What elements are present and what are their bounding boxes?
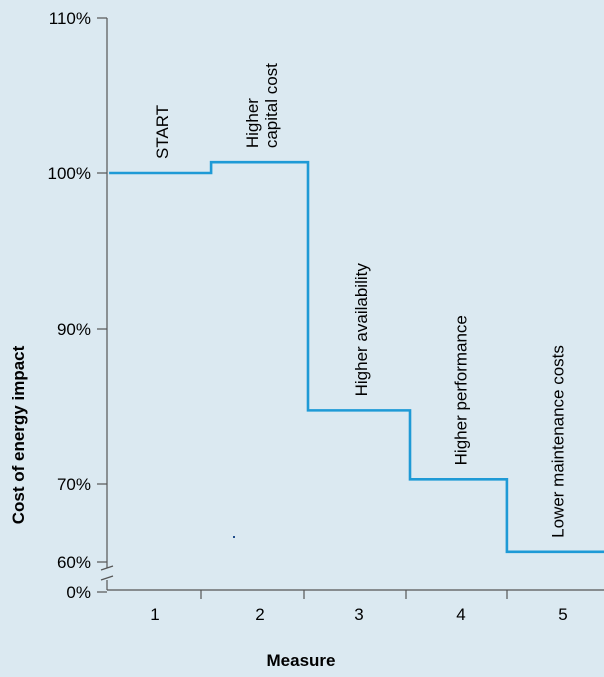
stray-dot: [233, 536, 235, 538]
step-label: Higher availability: [352, 263, 371, 397]
step-label: Higher performance: [451, 315, 470, 465]
x-tick-label: 3: [354, 605, 363, 624]
step-label-line: Lower maintenance costs: [548, 345, 567, 538]
step-label: Higher capital cost: [243, 63, 281, 148]
y-tick-label: 100%: [48, 164, 91, 183]
step-series: [109, 160, 604, 554]
y-tick-label: 70%: [57, 475, 91, 494]
x-tick-label: 4: [456, 605, 465, 624]
x-tick-label: 1: [150, 605, 159, 624]
y-tick-label: 60%: [57, 553, 91, 572]
step-labels: START Higher capital cost Higher availabili…: [153, 63, 567, 538]
x-tick-label: 5: [558, 605, 567, 624]
step-label-line: capital cost: [262, 63, 281, 148]
tick-labels: 110% 100% 90% 70% 60% 0% 1 2 3 4 5: [48, 9, 568, 624]
step-label-line: Higher availability: [352, 263, 371, 397]
y-tick-label: 90%: [57, 320, 91, 339]
step-label-line: Higher performance: [451, 315, 470, 465]
x-tick-label: 2: [255, 605, 264, 624]
axes: [97, 17, 604, 599]
step-line: [109, 160, 604, 554]
step-label-line: START: [153, 105, 172, 159]
y-tick-label: 110%: [49, 9, 91, 28]
step-label: START: [153, 105, 172, 159]
y-tick-label: 0%: [66, 583, 91, 602]
y-axis-title: Cost of energy impact: [9, 345, 28, 524]
axis-break-mark: [100, 575, 114, 581]
x-axis-title: Measure: [267, 651, 336, 670]
step-label-line: Higher: [243, 98, 262, 148]
axis-break-mark: [100, 565, 114, 571]
step-label: Lower maintenance costs: [548, 345, 567, 538]
